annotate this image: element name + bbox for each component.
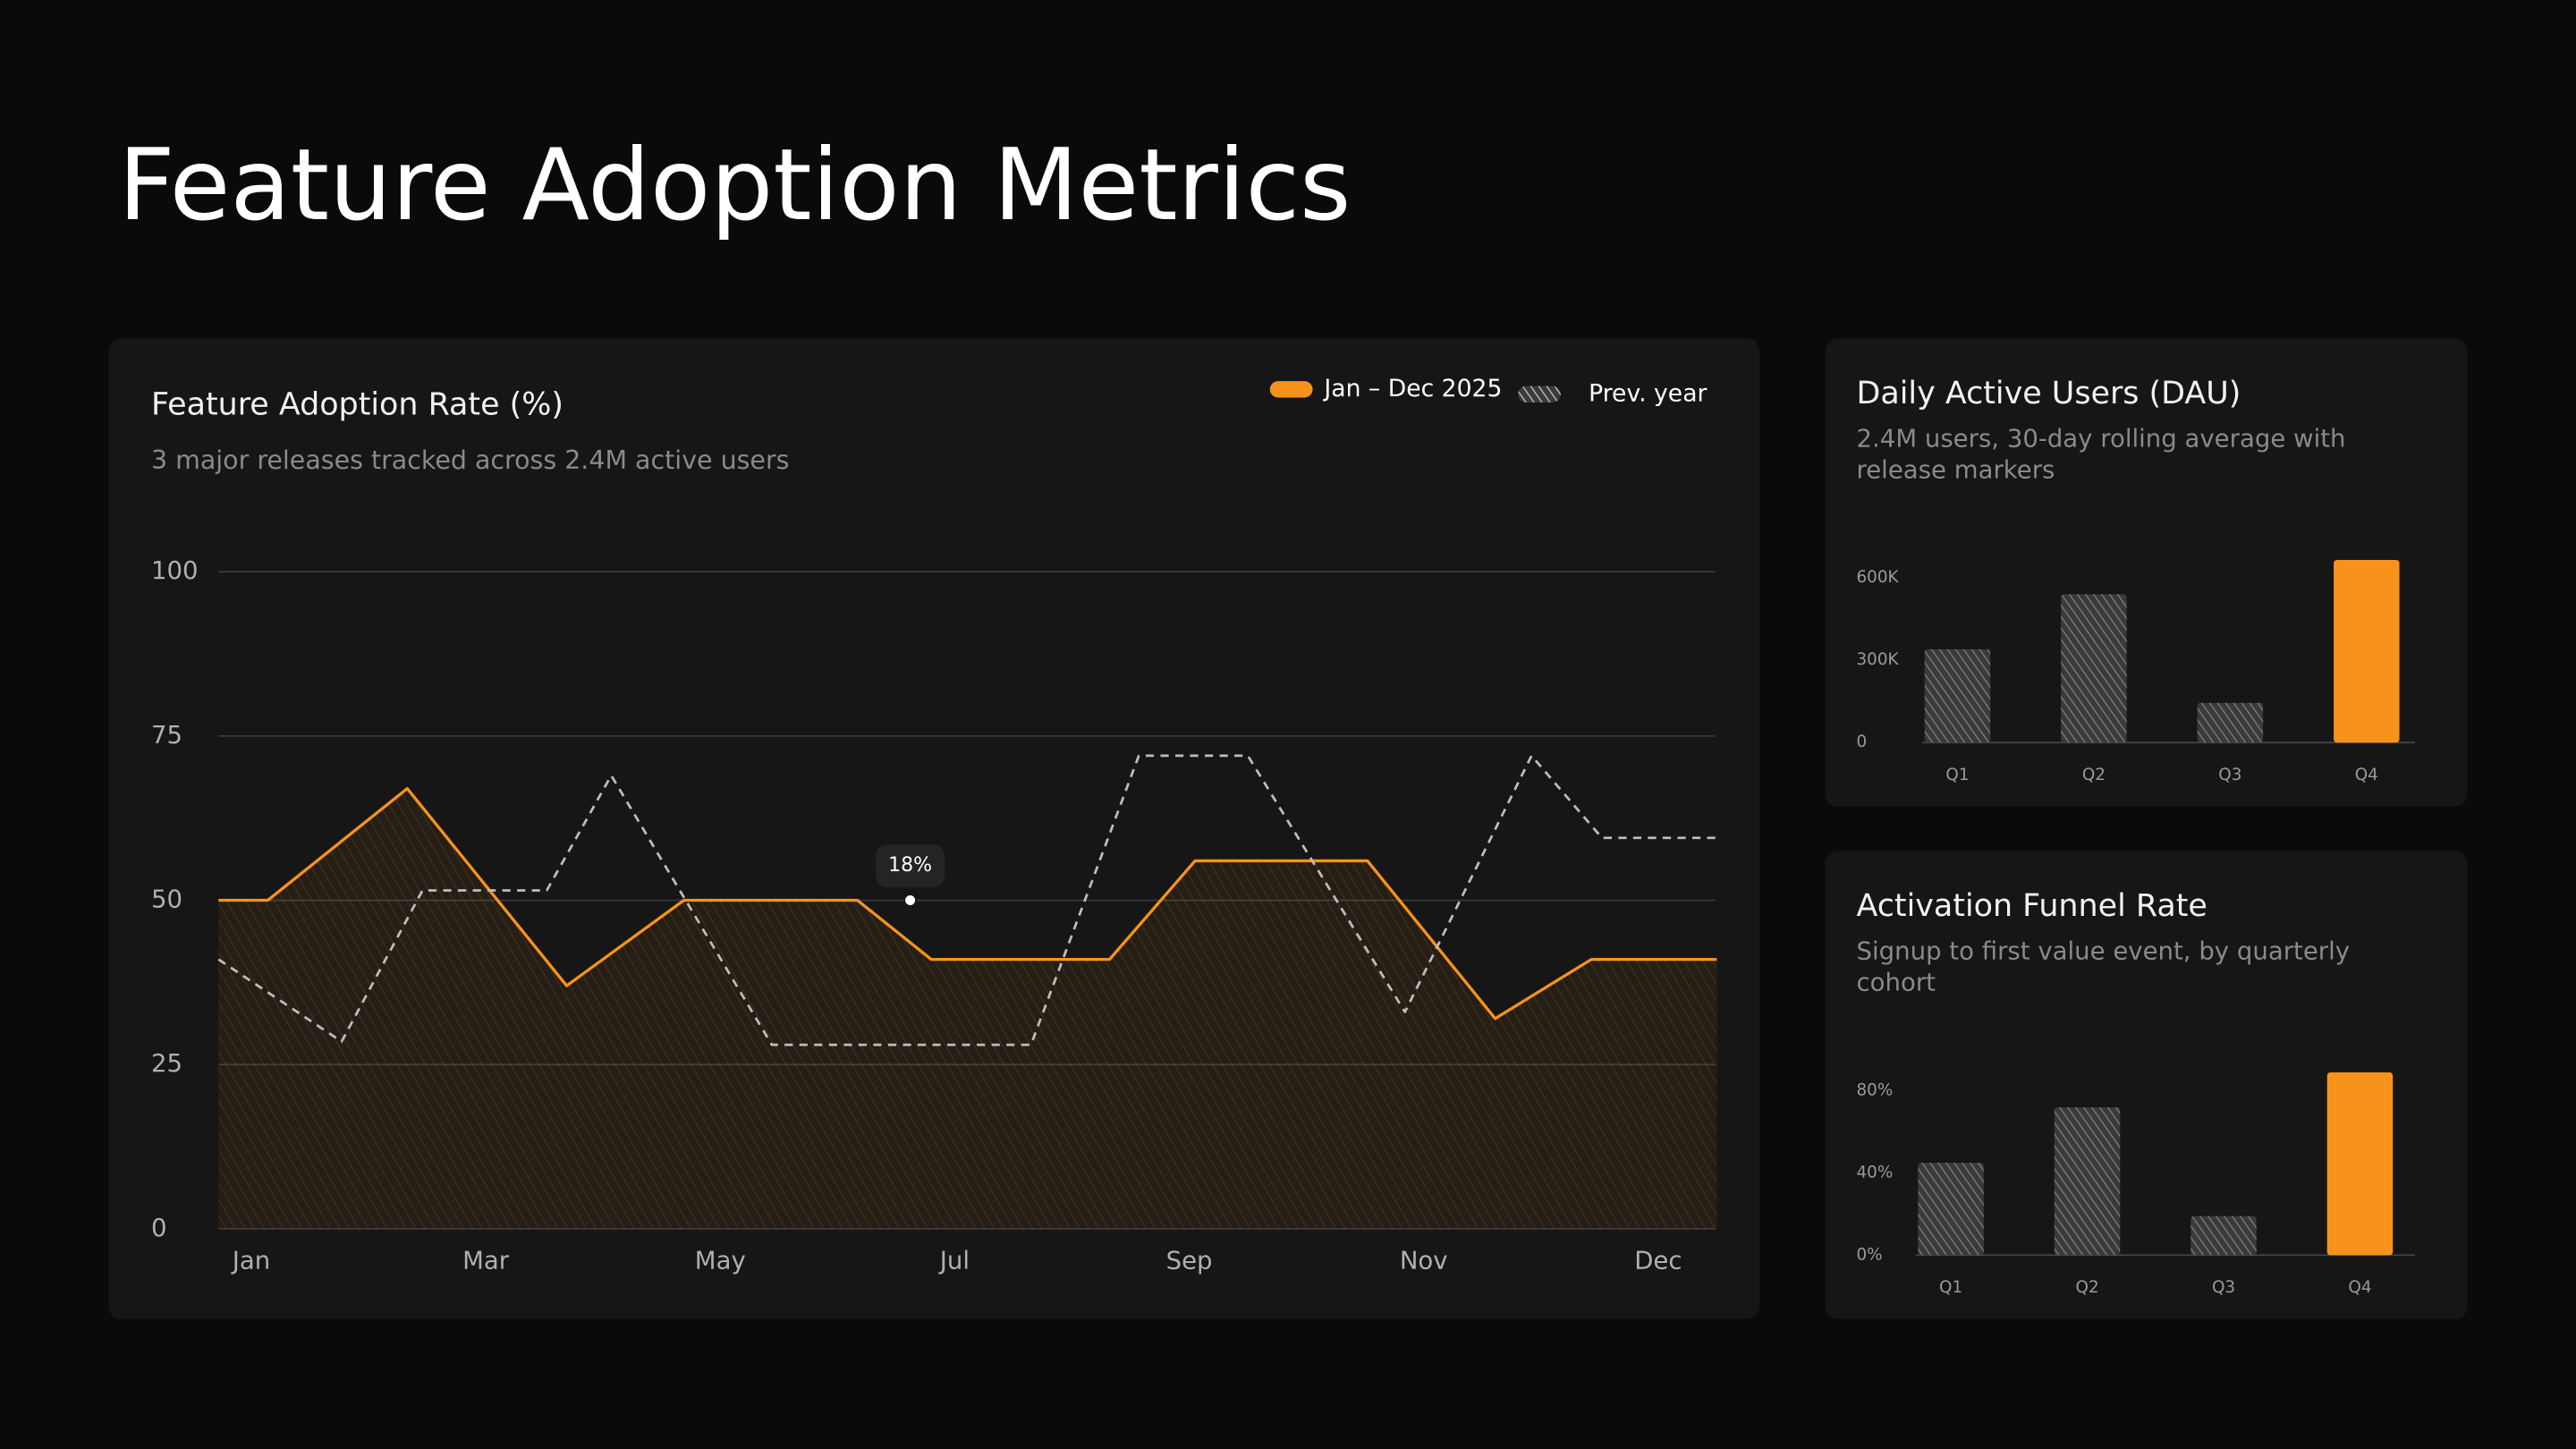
y-tick-label: 80%	[1857, 1081, 1894, 1100]
area	[218, 788, 1717, 1229]
bar	[2054, 1106, 2121, 1256]
subtitle: Signup to first value event, by quarterl…	[1856, 936, 2351, 997]
series-line	[218, 786, 1717, 1021]
y-tick-label: 75	[151, 721, 182, 750]
chart-title: Activation Funnel Rate	[1857, 888, 2207, 924]
x-tick-label: Q3	[2218, 766, 2241, 784]
y-tick-label: 25	[151, 1049, 182, 1078]
x-tick-label: Dec	[1634, 1247, 1682, 1275]
y-tick-label: 50	[151, 886, 182, 914]
bar	[2334, 560, 2400, 743]
x-tick-label: Jan	[231, 1247, 270, 1275]
bar	[2061, 594, 2127, 743]
bar	[2190, 1216, 2257, 1256]
bar	[2326, 1072, 2394, 1256]
annotation-point	[903, 894, 917, 907]
bar	[1918, 1162, 1984, 1256]
annotation-label: 18%	[888, 854, 932, 877]
chart-title: Daily Active Users (DAU)	[1857, 376, 2241, 411]
y-tick-label: 100	[151, 556, 199, 585]
y-tick-label: 300K	[1857, 650, 1900, 669]
legend-swatch	[1518, 386, 1561, 402]
card	[1825, 851, 2468, 1319]
x-tick-label: Jul	[938, 1247, 970, 1275]
subtitle: 2.4M users, 30-day rolling average with …	[1856, 423, 2346, 485]
y-tick-label: 40%	[1857, 1163, 1894, 1182]
annotation-bubble	[876, 844, 945, 887]
y-tick-label: 0	[1857, 733, 1868, 751]
page-title: Feature Adoption Metrics	[118, 128, 1351, 242]
chart-subtitle: 3 major releases tracked across 2.4M act…	[151, 445, 790, 475]
subtitle-text: 2.4M users, 30-day rolling average with …	[1856, 423, 2346, 485]
y-tick-label: 0%	[1857, 1245, 1883, 1264]
x-tick-label: Q2	[2076, 1278, 2099, 1297]
bar	[1924, 648, 1991, 743]
legend-label: Prev. year	[1589, 379, 1707, 407]
y-tick-label: 0	[151, 1214, 167, 1242]
x-tick-label: Mar	[462, 1247, 510, 1275]
x-tick-label: Q3	[2212, 1278, 2235, 1297]
legend-label: Jan – Dec 2025	[1322, 375, 1502, 402]
subtitle-text: Signup to first value event, by quarterl…	[1856, 936, 2351, 997]
x-tick-label: Sep	[1166, 1247, 1213, 1275]
x-tick-label: Q2	[2082, 766, 2106, 784]
bar	[2197, 702, 2264, 743]
x-tick-label: Q4	[2348, 1278, 2371, 1297]
chart-title: Feature Adoption Rate (%)	[151, 387, 564, 423]
legend-swatch	[1269, 381, 1313, 398]
x-tick-label: Q4	[2355, 766, 2378, 784]
x-tick-label: May	[695, 1247, 746, 1275]
x-tick-label: Nov	[1400, 1247, 1448, 1275]
y-tick-label: 600K	[1857, 568, 1900, 587]
x-tick-label: Q1	[1945, 766, 1969, 784]
x-tick-label: Q1	[1939, 1278, 1962, 1297]
